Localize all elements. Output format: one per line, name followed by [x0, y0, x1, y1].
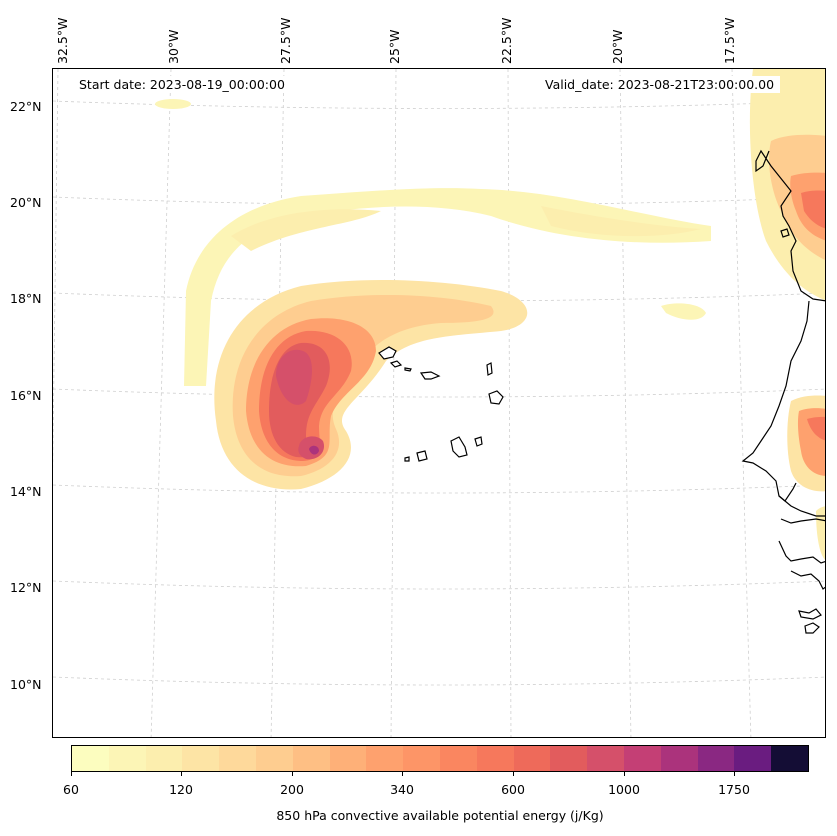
lat-label-18n: 18°N — [10, 291, 42, 306]
colorbar-segment — [255, 746, 293, 771]
colorbar-segment — [329, 746, 367, 771]
colorbar-tick-200: 200 — [280, 782, 304, 797]
colorbar-segment — [660, 746, 698, 771]
colorbar-tick-mark — [513, 772, 514, 776]
colorbar-segment — [182, 746, 220, 771]
colorbar-segment — [734, 746, 772, 771]
colorbar-tick-340: 340 — [390, 782, 414, 797]
lon-label-22-5w: 22.5°W — [499, 17, 514, 64]
colorbar-segment — [587, 746, 624, 771]
cape-map — [53, 69, 825, 737]
colorbar-segment — [771, 746, 808, 771]
colorbar-segment — [476, 746, 514, 771]
colorbar-tick-mark — [181, 772, 182, 776]
colorbar-segment — [72, 746, 109, 771]
lon-label-27-5w: 27.5°W — [278, 17, 293, 64]
lon-label-20w: 20°W — [610, 29, 625, 64]
lat-label-14n: 14°N — [10, 484, 42, 499]
lat-label-16n: 16°N — [10, 388, 42, 403]
lon-label-17-5w: 17.5°W — [722, 17, 737, 64]
colorbar-tick-mark — [734, 772, 735, 776]
colorbar-segment — [623, 746, 661, 771]
lat-label-10n: 10°N — [10, 677, 42, 692]
colorbar — [71, 745, 809, 772]
colorbar-tick-mark — [71, 772, 72, 776]
colorbar-tick-mark — [402, 772, 403, 776]
colorbar-segment — [145, 746, 183, 771]
colorbar-tick-mark — [624, 772, 625, 776]
colorbar-segment — [439, 746, 477, 771]
colorbar-tick-600: 600 — [501, 782, 525, 797]
colorbar-tick-mark — [292, 772, 293, 776]
colorbar-tick-120: 120 — [169, 782, 193, 797]
lat-label-20n: 20°N — [10, 195, 42, 210]
lat-label-12n: 12°N — [10, 580, 42, 595]
colorbar-segment — [513, 746, 551, 771]
lon-label-32-5w: 32.5°W — [55, 17, 70, 64]
lat-label-22n: 22°N — [10, 99, 42, 114]
colorbar-segment — [366, 746, 404, 771]
colorbar-segment — [550, 746, 588, 771]
lon-label-25w: 25°W — [387, 29, 402, 64]
cape-verde-islands — [378, 346, 504, 462]
colorbar-segment — [292, 746, 330, 771]
colorbar-tick-1750: 1750 — [718, 782, 750, 797]
colorbar-label: 850 hPa convective available potential e… — [276, 808, 604, 823]
colorbar-segment — [108, 746, 146, 771]
valid-date-label: Valid_date: 2023-08-21T23:00:00.00 — [539, 76, 781, 93]
colorbar-tick-1000: 1000 — [608, 782, 640, 797]
colorbar-segment — [697, 746, 735, 771]
map-panel — [52, 68, 826, 738]
colorbar-segment — [219, 746, 256, 771]
start-date-label: Start date: 2023-08-19_00:00:00 — [73, 76, 291, 93]
graticule — [53, 69, 825, 737]
colorbar-tick-60: 60 — [63, 782, 79, 797]
african-coastline — [741, 149, 825, 634]
lon-label-30w: 30°W — [166, 29, 181, 64]
colorbar-segment — [403, 746, 440, 771]
cape-field — [155, 69, 825, 560]
